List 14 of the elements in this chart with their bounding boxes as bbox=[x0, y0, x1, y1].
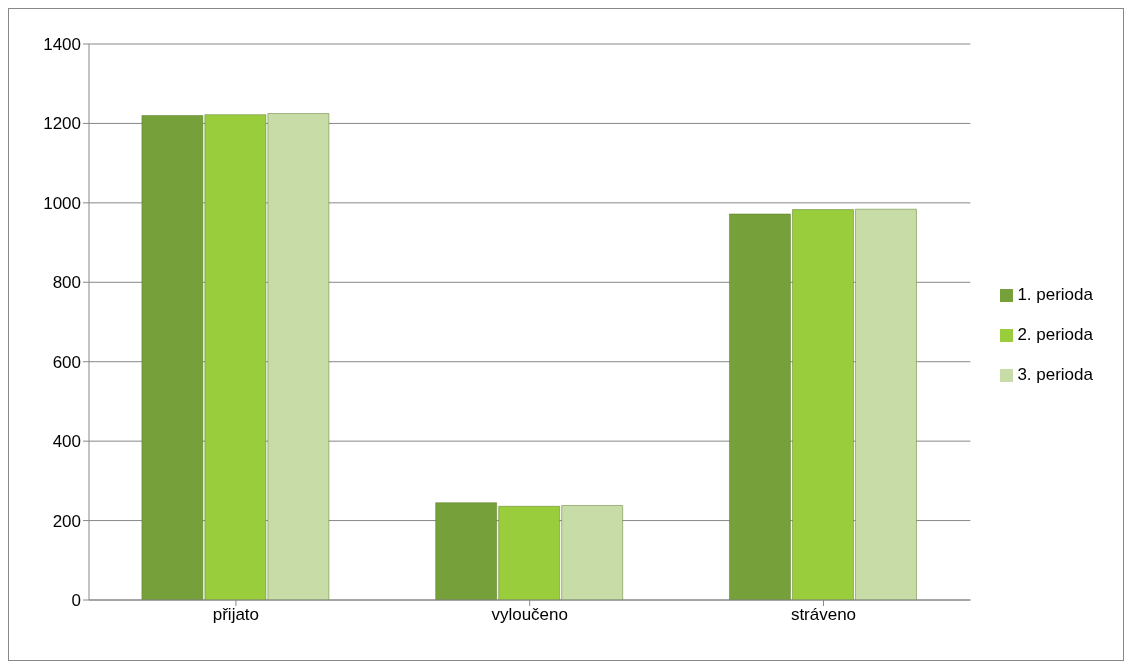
x-tick-label: vyloučeno bbox=[491, 605, 568, 625]
y-tick-label: 200 bbox=[52, 511, 81, 531]
x-tick-label: přijato bbox=[212, 605, 260, 625]
y-tick-label: 800 bbox=[52, 273, 81, 293]
x-tick-label: stráveno bbox=[790, 605, 857, 625]
legend-label: 3. perioda bbox=[1017, 364, 1093, 384]
y-tick-label: 0 bbox=[71, 591, 81, 611]
legend-label: 2. perioda bbox=[1017, 324, 1093, 344]
legend-label: 1. perioda bbox=[1017, 284, 1093, 304]
y-tick-label: 1400 bbox=[43, 35, 81, 55]
y-tick-label: 600 bbox=[52, 352, 81, 372]
y-tick-label: 400 bbox=[52, 432, 81, 452]
y-tick-label: 1000 bbox=[43, 193, 81, 213]
y-tick-label: 1200 bbox=[43, 114, 81, 134]
